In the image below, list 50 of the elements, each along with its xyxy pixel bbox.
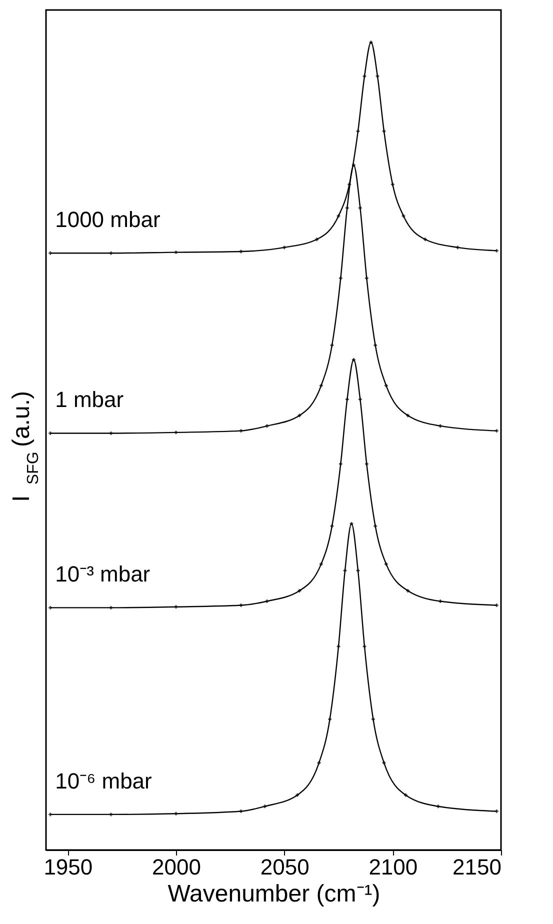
point	[494, 429, 498, 433]
point	[371, 717, 375, 721]
point	[390, 182, 394, 186]
point	[374, 343, 378, 347]
x-tick-label: 2100	[368, 854, 418, 880]
point	[384, 562, 388, 566]
series-label: 1 mbar	[55, 387, 124, 412]
point	[404, 793, 408, 797]
point	[438, 424, 442, 428]
point	[296, 793, 300, 797]
point	[358, 398, 362, 402]
point	[338, 462, 342, 466]
x-tick-label: 2000	[152, 854, 201, 880]
point	[438, 600, 442, 603]
point	[456, 246, 460, 250]
y-axis-title: ISFG (a.u.)	[8, 391, 42, 502]
point	[494, 604, 498, 607]
point	[494, 248, 498, 252]
point	[364, 462, 368, 466]
point	[319, 384, 323, 388]
point	[328, 717, 332, 721]
point	[436, 804, 440, 808]
point	[406, 414, 410, 418]
point	[352, 358, 356, 362]
x-axis-title: Wavenumber (cm⁻¹)	[168, 880, 380, 908]
x-tick-label: 2150	[452, 854, 502, 880]
point	[48, 251, 52, 255]
point	[48, 432, 52, 435]
point	[319, 562, 323, 566]
point	[423, 238, 427, 242]
point	[345, 398, 349, 402]
point	[406, 589, 410, 592]
point	[282, 246, 286, 250]
point	[352, 163, 356, 167]
point	[263, 804, 267, 808]
x-tick-label: 1950	[44, 854, 93, 880]
point	[338, 276, 342, 280]
x-tick-label: 2050	[260, 854, 310, 880]
point	[374, 524, 378, 528]
point	[364, 276, 368, 280]
point	[315, 238, 319, 242]
point	[345, 206, 349, 210]
point	[384, 384, 388, 388]
point	[358, 206, 362, 210]
point	[48, 606, 52, 610]
series-label: 1000 mbar	[55, 207, 160, 232]
series-label: 10⁻³ mbar	[55, 562, 150, 587]
point	[48, 812, 52, 816]
point	[494, 810, 498, 813]
series-label: 10⁻⁶ mbar	[55, 768, 152, 794]
